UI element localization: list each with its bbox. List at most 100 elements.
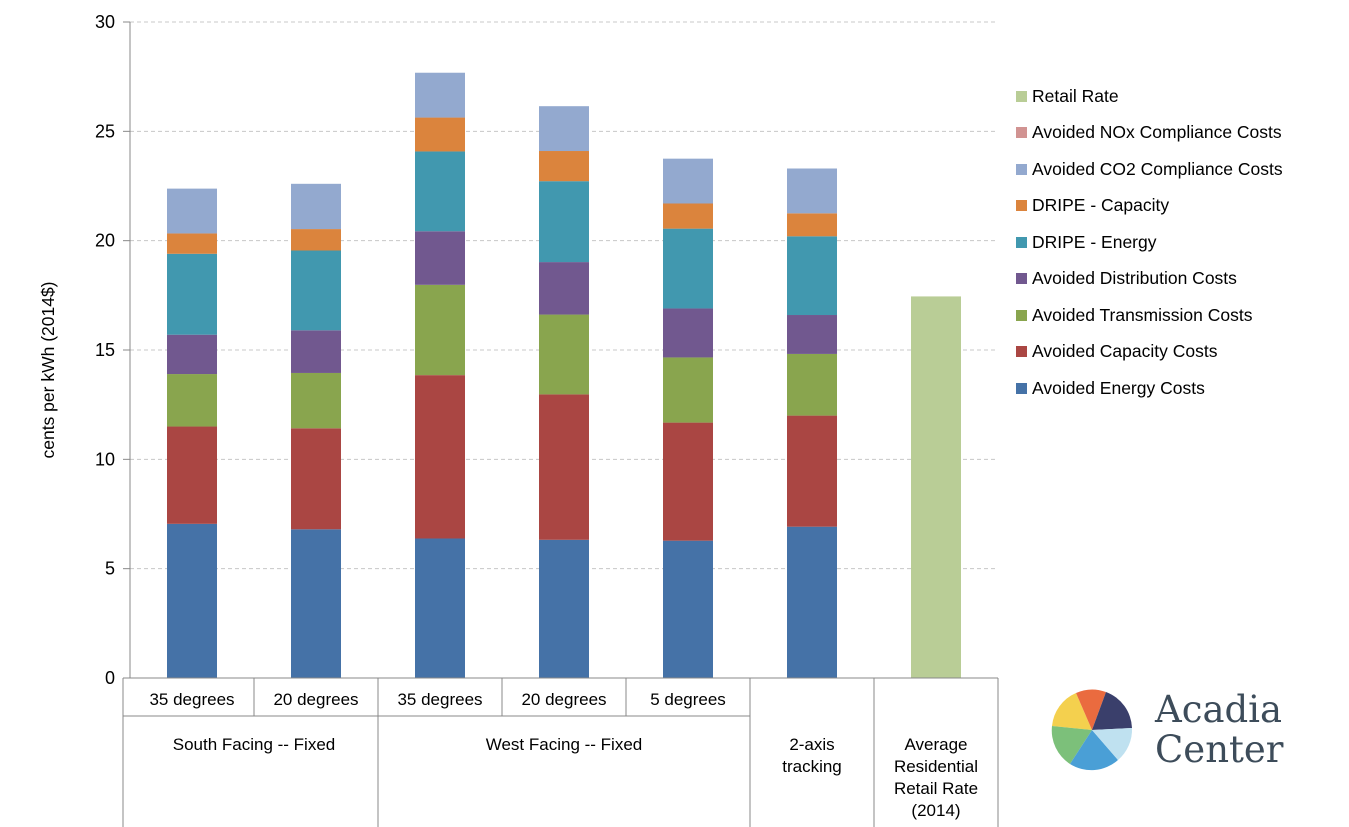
bar-dripe-energy-0 xyxy=(167,253,217,335)
logo-line-1: Acadia xyxy=(1155,688,1283,731)
legend: Retail Rate Avoided NOx Compliance Costs A… xyxy=(1016,78,1283,407)
category-label: tracking xyxy=(782,757,842,776)
legend-swatch xyxy=(1016,90,1027,102)
category-label: 20 degrees xyxy=(273,690,358,709)
bar-avoided-energy-costs-5 xyxy=(787,526,837,678)
bar-avoided-capacity-costs-2 xyxy=(415,375,465,539)
y-tick-labels: 0 5 10 15 20 25 30 xyxy=(95,12,115,688)
bar-avoided-distribution-costs-3 xyxy=(539,262,589,315)
legend-item: DRIPE - Capacity xyxy=(1016,188,1283,225)
bar-avoided-co2-compliance-costs-4 xyxy=(663,158,713,204)
bar-dripe-capacity-2 xyxy=(415,117,465,152)
legend-label: DRIPE - Capacity xyxy=(1032,195,1170,216)
bar-avoided-energy-costs-4 xyxy=(663,540,713,678)
y-tick-label: 20 xyxy=(95,231,115,251)
logo-line-2: Center xyxy=(1155,728,1284,771)
legend-item: Avoided Energy Costs xyxy=(1016,370,1283,407)
bar-avoided-transmission-costs-3 xyxy=(539,314,589,395)
legend-swatch xyxy=(1016,163,1027,175)
legend-item: Retail Rate xyxy=(1016,78,1283,115)
bar-avoided-distribution-costs-1 xyxy=(291,330,341,373)
bar-avoided-co2-compliance-costs-1 xyxy=(291,183,341,230)
bar-retail-rate-6 xyxy=(911,296,961,678)
bar-avoided-co2-compliance-costs-3 xyxy=(539,106,589,152)
bar-dripe-capacity-0 xyxy=(167,233,217,254)
category-label: 2-axis xyxy=(789,735,834,754)
legend-swatch xyxy=(1016,273,1027,285)
legend-swatch xyxy=(1016,346,1027,358)
bar-dripe-energy-3 xyxy=(539,181,589,263)
legend-swatch xyxy=(1016,236,1027,248)
bar-avoided-distribution-costs-0 xyxy=(167,334,217,375)
category-label: Residential xyxy=(894,757,978,776)
bar-avoided-energy-costs-0 xyxy=(167,523,217,678)
bar-avoided-distribution-costs-2 xyxy=(415,231,465,285)
bar-dripe-energy-1 xyxy=(291,250,341,331)
bar-avoided-co2-compliance-costs-2 xyxy=(415,72,465,118)
bar-avoided-transmission-costs-0 xyxy=(167,374,217,427)
bar-avoided-transmission-costs-5 xyxy=(787,353,837,416)
legend-item: Avoided NOx Compliance Costs xyxy=(1016,115,1283,152)
legend-label: Avoided Transmission Costs xyxy=(1032,304,1253,325)
bar-avoided-capacity-costs-1 xyxy=(291,428,341,530)
bar-dripe-capacity-1 xyxy=(291,229,341,251)
bars xyxy=(167,72,961,678)
bar-dripe-energy-5 xyxy=(787,236,837,316)
category-label: Retail Rate xyxy=(894,779,978,798)
category-label: 35 degrees xyxy=(149,690,234,709)
legend-swatch xyxy=(1016,127,1027,139)
category-label: 5 degrees xyxy=(650,690,726,709)
bar-avoided-capacity-costs-5 xyxy=(787,415,837,527)
legend-label: Avoided Distribution Costs xyxy=(1032,268,1237,289)
legend-item: DRIPE - Energy xyxy=(1016,224,1283,261)
bar-avoided-capacity-costs-0 xyxy=(167,426,217,524)
legend-label: Avoided NOx Compliance Costs xyxy=(1032,122,1282,143)
bar-avoided-energy-costs-2 xyxy=(415,538,465,678)
legend-item: Avoided Capacity Costs xyxy=(1016,334,1283,371)
legend-item: Avoided Distribution Costs xyxy=(1016,261,1283,298)
bar-dripe-energy-4 xyxy=(663,228,713,309)
bar-dripe-energy-2 xyxy=(415,151,465,232)
legend-label: DRIPE - Energy xyxy=(1032,231,1157,252)
legend-swatch xyxy=(1016,382,1027,394)
bar-dripe-capacity-4 xyxy=(663,203,713,229)
bar-avoided-co2-compliance-costs-0 xyxy=(167,188,217,234)
bar-avoided-capacity-costs-3 xyxy=(539,394,589,540)
legend-label: Avoided CO2 Compliance Costs xyxy=(1032,158,1283,179)
category-label: (2014) xyxy=(911,801,960,820)
category-label: 20 degrees xyxy=(521,690,606,709)
axes xyxy=(122,21,999,827)
bar-avoided-energy-costs-1 xyxy=(291,529,341,678)
category-group-label: South Facing -- Fixed xyxy=(173,735,336,754)
bar-avoided-energy-costs-3 xyxy=(539,539,589,678)
bar-avoided-distribution-costs-4 xyxy=(663,308,713,358)
y-tick-label: 5 xyxy=(105,559,115,579)
y-tick-label: 30 xyxy=(95,12,115,32)
y-tick-label: 0 xyxy=(105,668,115,688)
category-group-label: West Facing -- Fixed xyxy=(486,735,643,754)
legend-item: Avoided Transmission Costs xyxy=(1016,297,1283,334)
y-tick-label: 10 xyxy=(95,449,115,469)
bar-avoided-transmission-costs-2 xyxy=(415,284,465,376)
y-tick-label: 15 xyxy=(95,340,115,360)
bar-avoided-distribution-costs-5 xyxy=(787,315,837,354)
legend-label: Retail Rate xyxy=(1032,85,1119,106)
category-label: Average xyxy=(904,735,967,754)
acadia-logo-mark-icon xyxy=(1051,689,1133,771)
bar-avoided-transmission-costs-4 xyxy=(663,357,713,423)
legend-item: Avoided CO2 Compliance Costs xyxy=(1016,151,1283,188)
category-label: 35 degrees xyxy=(397,690,482,709)
legend-label: Avoided Capacity Costs xyxy=(1032,341,1218,362)
acadia-center-logo: Acadia Center xyxy=(1050,688,1310,778)
bar-dripe-capacity-3 xyxy=(539,151,589,182)
y-tick-label: 25 xyxy=(95,121,115,141)
legend-swatch xyxy=(1016,200,1027,212)
y-axis-label: cents per kWh (2014$) xyxy=(38,281,58,458)
legend-swatch xyxy=(1016,309,1027,321)
bar-dripe-capacity-5 xyxy=(787,213,837,237)
bar-avoided-transmission-costs-1 xyxy=(291,372,341,429)
legend-label: Avoided Energy Costs xyxy=(1032,377,1205,398)
bar-avoided-capacity-costs-4 xyxy=(663,422,713,541)
bar-avoided-co2-compliance-costs-5 xyxy=(787,168,837,214)
